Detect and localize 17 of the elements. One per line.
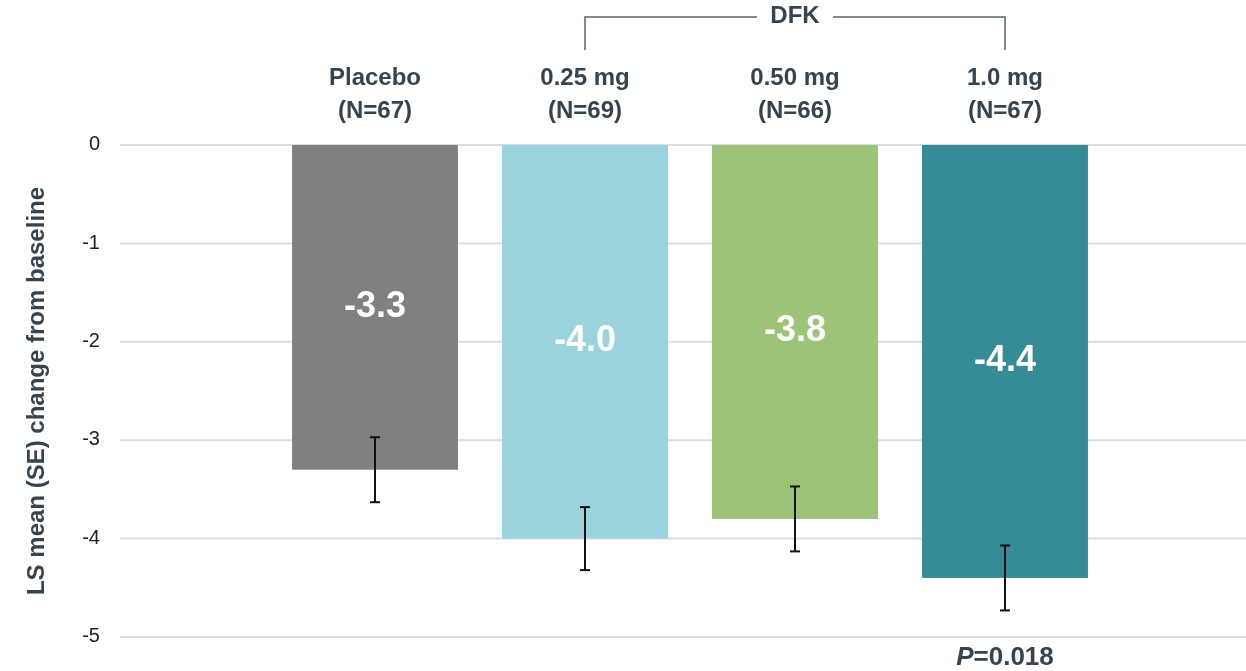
y-tick-label: 0: [88, 132, 100, 155]
x-tick-label: 0.50 mg (N=66): [750, 63, 840, 123]
y-axis-title: LS mean (SE) change from baseline: [22, 186, 50, 596]
data-label: -4.0: [553, 318, 617, 360]
data-label: -3.8: [763, 308, 827, 350]
x-tick-label: 0.25 mg (N=69): [540, 63, 630, 123]
y-tick-label: -4: [82, 525, 100, 548]
text: P=0.018: [956, 641, 1054, 671]
x-tick-label: Placebo (N=67): [328, 63, 422, 123]
x-tick-label: 1.0 mg (N=67): [966, 63, 1044, 123]
data-label: -3.3: [343, 283, 407, 325]
text: DFK: [770, 1, 821, 29]
data-label: -4.4: [973, 338, 1037, 379]
y-tick-label: -2: [82, 329, 100, 352]
y-tick-label: -5: [82, 624, 100, 647]
y-tick-label: -3: [82, 427, 100, 450]
y-tick-label: -1: [82, 230, 100, 253]
